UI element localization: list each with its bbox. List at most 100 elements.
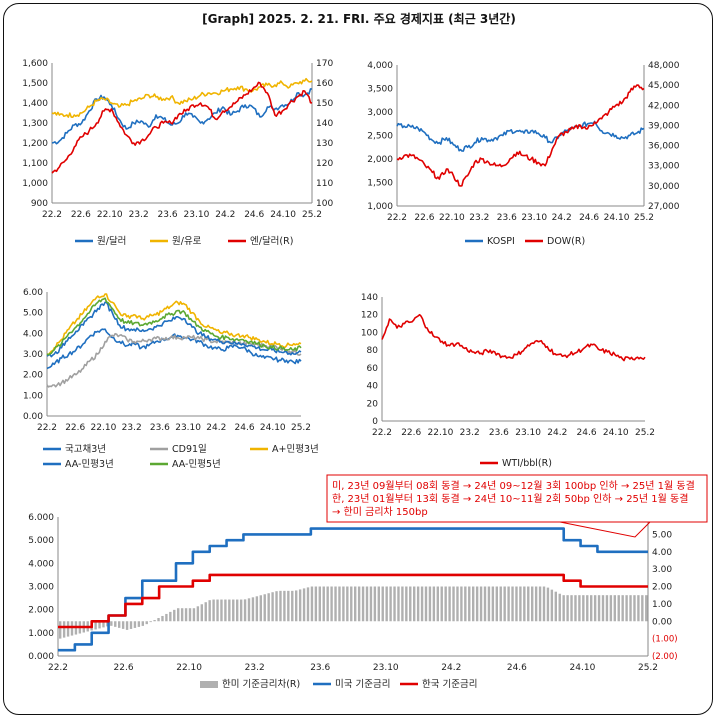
policy-bar (287, 590, 290, 622)
policy-x-tick: 24.10 (570, 663, 596, 673)
policy-bar (373, 586, 377, 622)
stocks-y-right-tick: 39,000 (648, 121, 680, 131)
policy-bar (468, 586, 471, 622)
annotation-line-2: 한, 23년 01월부터 13회 동결 → 24년 10~11월 2회 50bp… (332, 492, 688, 505)
policy-bar (114, 621, 117, 627)
oil-x-tick: 23.10 (515, 428, 541, 438)
oil-legend-label: WTI/bbl(R) (502, 458, 552, 469)
fx-y-tick: 1,400 (22, 99, 48, 109)
policy-bar (546, 587, 550, 622)
policy-bar (617, 595, 620, 622)
rates-legend-label: A+민평3년 (272, 444, 319, 455)
stocks-y-right-tick: 33,000 (648, 162, 680, 172)
policy-x-tick: 25.2 (638, 663, 658, 673)
policy-bar (483, 586, 487, 622)
page-title: [Graph] 2025. 2. 21. FRI. 주요 경제지표 (최근 3년… (202, 12, 516, 26)
policy-bar (416, 586, 420, 622)
policy-bar (621, 595, 624, 622)
policy-bar (460, 586, 463, 622)
policy-bar (424, 586, 428, 622)
rates-x-tick: 25.2 (291, 423, 311, 433)
policy-bar (224, 599, 227, 622)
fx-x-tick: 24.6 (244, 210, 264, 220)
policy-bar (267, 593, 270, 622)
policy-y-tick: 0.000 (28, 652, 54, 662)
policy-bar (550, 589, 554, 622)
policy-bar (523, 586, 526, 622)
stocks-x-tick: 22.2 (387, 213, 407, 223)
policy-bar (385, 586, 388, 622)
oil-chart: 0 20 40 60 80 100 120 140 22.2 22.6 22.10 23.2 23.6 2… (361, 293, 655, 469)
fx-x-tick: 25.2 (302, 210, 322, 220)
policy-bar (487, 586, 491, 622)
rates-x-tick: 22.10 (91, 423, 117, 433)
policy-bar (169, 611, 172, 622)
policy-bar (511, 586, 514, 622)
oil-y-tick: 80 (367, 346, 379, 356)
fx-series-line-2 (51, 81, 313, 174)
policy-bar (499, 586, 502, 622)
oil-y-tick: 140 (361, 293, 378, 303)
rates-series-line-1 (46, 332, 302, 388)
policy-bar (570, 595, 573, 622)
rates-legend-label: CD91일 (172, 444, 207, 455)
fx-y-tick: 900 (31, 199, 48, 209)
rates-series-line-3 (46, 301, 302, 358)
policy-bar (232, 599, 235, 622)
policy-bar (137, 621, 141, 627)
stocks-x-tick: 24.2 (552, 213, 572, 223)
policy-bar (629, 595, 632, 622)
rates-x-tick: 22.6 (65, 423, 85, 433)
policy-bar (519, 586, 522, 622)
rates-y-tick: 5.00 (23, 309, 43, 319)
stocks-y-right-tick: 45,000 (648, 81, 680, 91)
policy-bar (145, 621, 148, 625)
oil-x-tick: 22.2 (372, 428, 392, 438)
policy-bar (204, 602, 207, 622)
policy-bar (192, 608, 196, 622)
oil-x-tick: 22.10 (428, 428, 454, 438)
policy-bar (157, 618, 160, 622)
policy-bar (259, 595, 262, 622)
oil-y-tick: 40 (367, 382, 379, 392)
policy-bar (401, 586, 404, 622)
fx-x-tick: 23.2 (129, 210, 149, 220)
policy-bar (444, 586, 447, 622)
policy-bar (633, 595, 636, 622)
annotation-line-1: 미, 23년 09월부터 08회 동결 → 24년 09~12월 3회 100b… (332, 479, 695, 492)
policy-bar (149, 621, 152, 623)
oil-y-tick: 20 (367, 399, 379, 409)
fx-y-right-tick: 160 (316, 79, 333, 89)
rates-x-tick: 24.6 (235, 423, 255, 433)
policy-bar (279, 590, 282, 622)
policy-bar (66, 621, 70, 637)
policy-bar (118, 621, 121, 628)
rates-x-tick: 24.10 (260, 423, 286, 433)
policy-bar (173, 609, 176, 622)
policy-bar (110, 621, 113, 626)
policy-bar (314, 586, 318, 622)
policy-bar (247, 598, 251, 622)
policy-bar (601, 595, 605, 622)
policy-bar (334, 586, 337, 622)
policy-bar (188, 608, 192, 622)
fx-y-right-tick: 100 (316, 199, 333, 209)
policy-bar (365, 586, 369, 622)
policy-bar (574, 595, 577, 622)
policy-bar (243, 599, 247, 622)
policy-bar (141, 621, 144, 626)
policy-bar (515, 586, 518, 622)
policy-bar (212, 599, 215, 622)
policy-bar (409, 586, 412, 622)
rates-series-line-4 (46, 297, 302, 356)
stocks-x-tick: 22.6 (414, 213, 434, 223)
policy-bar (357, 586, 361, 622)
policy-legend-label: 한국 기준금리 (422, 679, 477, 690)
stocks-series-line-0 (396, 120, 645, 152)
policy-bar (566, 595, 569, 622)
policy-bar (456, 586, 459, 622)
oil-y-tick: 60 (367, 364, 379, 374)
stocks-x-tick: 24.10 (604, 213, 630, 223)
oil-y-tick: 0 (372, 417, 378, 427)
policy-y-tick: 5.000 (28, 536, 54, 546)
